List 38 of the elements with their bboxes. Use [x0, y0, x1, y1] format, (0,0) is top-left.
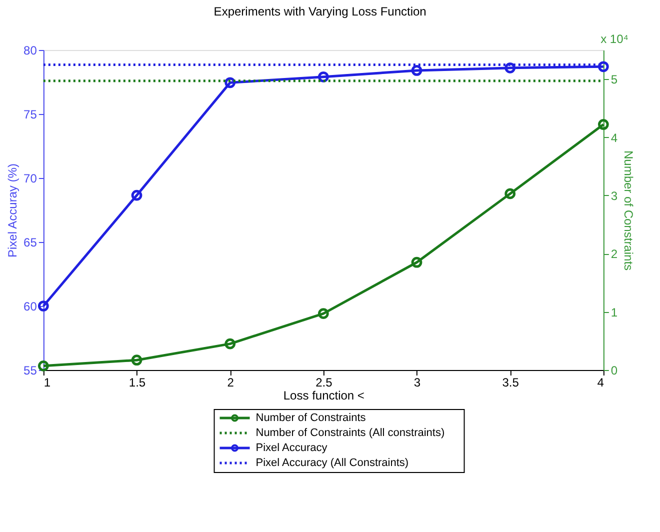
y2-tick-label: 3: [610, 188, 618, 203]
x-tick-label: 2.5: [316, 376, 333, 390]
y-tick-label: 70: [24, 172, 38, 186]
y2-tick-label: 0: [610, 364, 618, 378]
point: [318, 308, 329, 319]
y-tick-label: 55: [24, 364, 38, 378]
point: [411, 256, 422, 268]
y2-tick-label: 1: [610, 305, 618, 320]
y2-tick-label: 2: [610, 247, 618, 262]
legend-label: Number of Constraints (All constraints): [256, 427, 445, 439]
text: x 10⁴: [600, 32, 628, 46]
y-tick-label: 65: [24, 236, 38, 250]
legend-label: Number of Constraints: [256, 412, 366, 424]
x-tick-label: 2: [227, 376, 234, 390]
y2-tick-label: 4: [610, 130, 618, 145]
y2-axis-title: Number of Constraints: [622, 150, 636, 271]
point: [224, 77, 236, 88]
point: [504, 62, 516, 74]
y-tick-label: 60: [24, 300, 38, 314]
legend-label: Pixel Accuracy: [256, 442, 328, 454]
x-tick-label: 1: [44, 376, 51, 390]
point: [318, 71, 329, 82]
x-tick-label: 3.5: [502, 376, 520, 390]
x-tick-label: 3: [414, 376, 421, 390]
x-tick-label: 1.5: [128, 376, 146, 390]
point: [224, 338, 236, 350]
x-axis-title: Loss function <: [283, 388, 364, 402]
legend-label: Pixel Accuracy (All Constraints): [256, 457, 409, 469]
y-tick-label: 75: [24, 108, 38, 122]
point: [131, 354, 142, 366]
point: [504, 188, 516, 200]
chart-title: Experiments with Varying Loss Function: [214, 4, 426, 18]
point: [131, 190, 142, 201]
y-axis-title: Pixel Accuray (%): [6, 163, 20, 258]
y2-tick-label: 5: [610, 72, 618, 87]
x-tick-label: 4: [597, 376, 604, 390]
point: [411, 65, 422, 76]
y-tick-label: 80: [24, 44, 38, 58]
